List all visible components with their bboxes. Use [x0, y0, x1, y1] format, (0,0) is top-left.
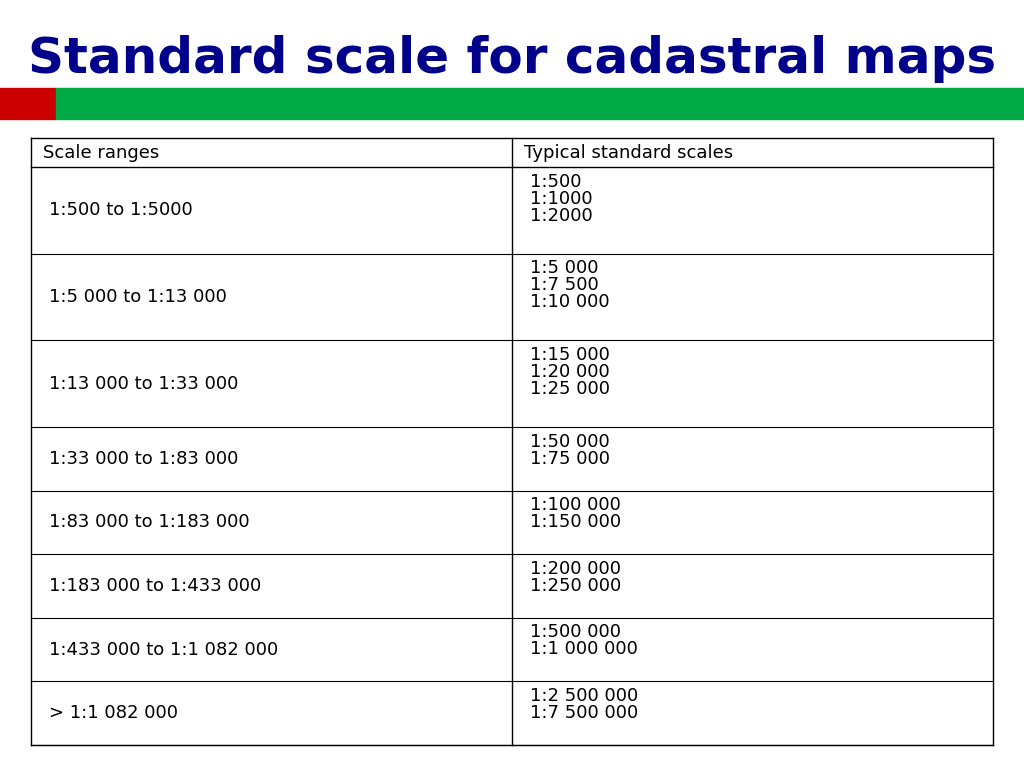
Text: 1:500 to 1:5000: 1:500 to 1:5000	[49, 201, 193, 220]
Text: 1:200 000: 1:200 000	[530, 560, 622, 578]
Text: 1:5 000: 1:5 000	[530, 260, 599, 277]
Text: 1:15 000: 1:15 000	[530, 346, 610, 364]
Text: 1:2000: 1:2000	[530, 207, 593, 224]
Text: 1:75 000: 1:75 000	[530, 449, 610, 468]
Text: 1:5 000 to 1:13 000: 1:5 000 to 1:13 000	[49, 288, 227, 306]
Text: 1:25 000: 1:25 000	[530, 380, 610, 398]
Text: 1:83 000 to 1:183 000: 1:83 000 to 1:183 000	[49, 514, 250, 531]
Text: 1:500: 1:500	[530, 173, 582, 190]
Text: 1:33 000 to 1:83 000: 1:33 000 to 1:83 000	[49, 450, 239, 468]
Text: 1:13 000 to 1:33 000: 1:13 000 to 1:33 000	[49, 375, 239, 392]
Text: 1:150 000: 1:150 000	[530, 513, 622, 531]
Text: 1:7 500 000: 1:7 500 000	[530, 704, 639, 722]
Text: Standard scale for cadastral maps: Standard scale for cadastral maps	[28, 35, 996, 83]
Text: 1:100 000: 1:100 000	[530, 496, 622, 515]
Text: 1:2 500 000: 1:2 500 000	[530, 687, 639, 705]
Text: 1:183 000 to 1:433 000: 1:183 000 to 1:433 000	[49, 577, 261, 595]
Text: 1:500 000: 1:500 000	[530, 624, 622, 641]
Text: 1:1 000 000: 1:1 000 000	[530, 641, 638, 658]
Text: Typical standard scales: Typical standard scales	[524, 144, 733, 162]
Text: 1:433 000 to 1:1 082 000: 1:433 000 to 1:1 082 000	[49, 641, 279, 659]
Text: Scale ranges: Scale ranges	[43, 144, 160, 162]
Text: 1:1000: 1:1000	[530, 190, 593, 207]
Text: 1:10 000: 1:10 000	[530, 293, 610, 311]
Text: 1:7 500: 1:7 500	[530, 276, 599, 294]
Text: 1:20 000: 1:20 000	[530, 363, 610, 381]
Text: 1:50 000: 1:50 000	[530, 432, 610, 451]
Text: 1:250 000: 1:250 000	[530, 577, 622, 594]
Text: > 1:1 082 000: > 1:1 082 000	[49, 704, 178, 722]
